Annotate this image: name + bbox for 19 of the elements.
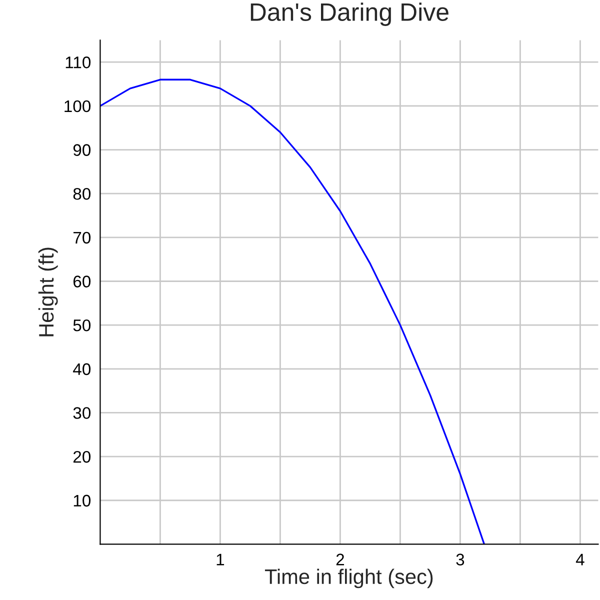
y-axis-title: Height (ft) [38,248,58,336]
line-series [100,78,486,544]
y-tick-label: 60 [73,276,91,288]
y-tick-label: 80 [73,188,91,200]
x-tick-label: 4 [576,554,584,566]
chart-title: Dan's Daring Dive [250,2,448,26]
y-tick-label: 70 [73,232,91,244]
y-tick-label: 40 [73,363,91,376]
y-tick-label: 50 [73,319,91,332]
y-tick-label: 10 [74,494,91,507]
y-tick-label: 100 [64,100,91,112]
y-tick-label: 30 [73,407,91,419]
x-tick-label: 3 [456,554,464,566]
x-axis-title: Time in flight (sec) [264,568,433,588]
x-tick-label: 2 [336,554,344,566]
y-tick-label: 110 [66,56,91,68]
x-tick-label: 1 [216,554,224,566]
y-tick-label: 20 [73,450,91,463]
y-tick-label: 90 [73,144,91,156]
